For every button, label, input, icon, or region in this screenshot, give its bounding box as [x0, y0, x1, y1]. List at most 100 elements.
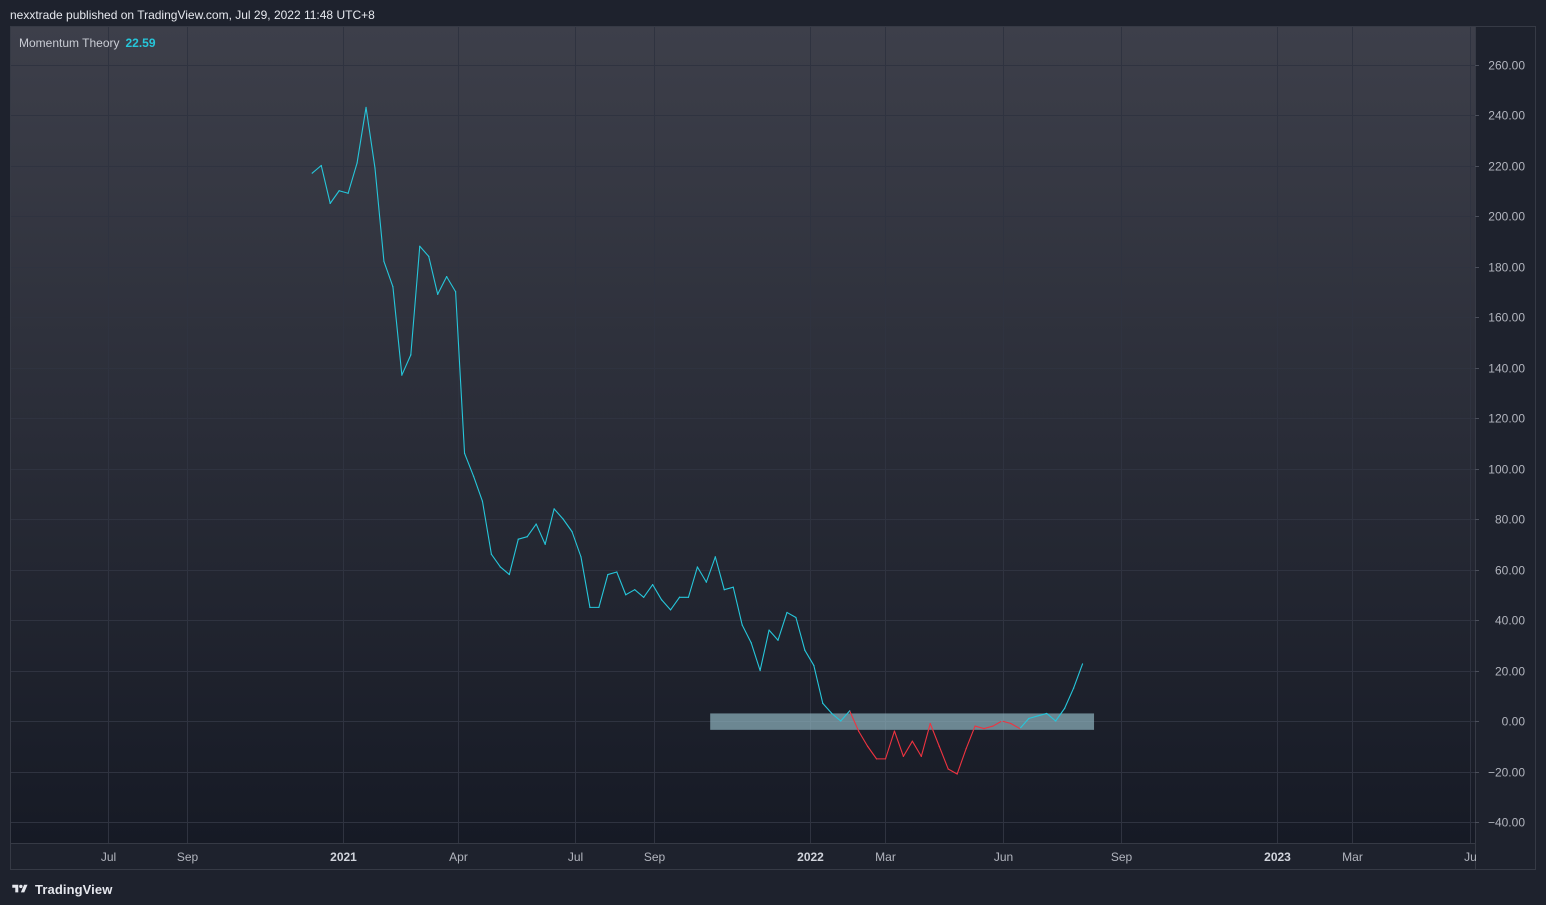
price-scale[interactable]: 260.00 240.00 220.00 200.00 180.00 160.00 140.… [1475, 59, 1525, 830]
momentum-point [598, 606, 600, 608]
momentum-point [947, 768, 949, 770]
momentum-line-segment [392, 286, 403, 376]
momentum-line-segment [446, 276, 457, 293]
momentum-point [490, 553, 493, 555]
momentum-point [1001, 720, 1003, 722]
momentum-point [893, 730, 896, 732]
momentum-line-segment [410, 245, 421, 356]
momentum-point [875, 758, 878, 760]
momentum-line-segment [956, 748, 967, 775]
momentum-line-segment [517, 536, 528, 540]
momentum-point [526, 536, 528, 538]
momentum-line-segment [849, 710, 860, 732]
momentum-point [410, 354, 412, 356]
momentum-point [311, 172, 313, 174]
momentum-line-segment [1028, 715, 1039, 720]
momentum-line-segment [365, 106, 376, 169]
momentum-point [1010, 722, 1012, 725]
momentum-line-segment [481, 500, 492, 555]
momentum-line-segment [526, 523, 537, 538]
x-tick-label: Jul [568, 850, 583, 864]
x-tick-label: 2021 [330, 850, 357, 864]
momentum-line-segment [992, 720, 1003, 727]
y-tick-label: 260.00 [1488, 59, 1525, 73]
momentum-point [768, 629, 770, 631]
tradingview-logo-icon[interactable] [10, 883, 30, 895]
momentum-line-segment [714, 556, 725, 591]
x-tick-label: Mar [875, 850, 896, 864]
momentum-point [920, 755, 922, 757]
y-tick-label: 240.00 [1488, 109, 1525, 123]
tradingview-brand[interactable]: TradingView [35, 881, 113, 897]
x-tick-label: Mar [1342, 850, 1363, 864]
indicator-legend[interactable]: Momentum Theory 22.59 [19, 36, 156, 50]
momentum-line-segment [822, 702, 833, 714]
momentum-point [1019, 727, 1021, 730]
momentum-point [625, 594, 627, 596]
momentum-line-segment [508, 538, 519, 576]
momentum-point [974, 725, 976, 727]
momentum-point [571, 531, 573, 533]
momentum-point [589, 606, 591, 608]
momentum-line-segment [553, 508, 564, 520]
momentum-point [329, 202, 331, 204]
time-scale[interactable]: Jul Sep 2021 Apr Jul Sep 2022 Mar Jun Sep 2023 Mar J… [101, 850, 1477, 864]
momentum-point [499, 566, 501, 568]
momentum-point [660, 599, 663, 601]
momentum-line-segment [329, 190, 340, 204]
momentum-line-segment [625, 589, 636, 596]
momentum-line-segment [338, 190, 349, 194]
momentum-point [553, 508, 555, 510]
momentum-line-segment [472, 475, 484, 502]
momentum-line-segment [795, 616, 806, 651]
momentum-line-segment [750, 642, 761, 672]
momentum-point [858, 730, 860, 732]
momentum-point [741, 624, 743, 626]
momentum-line-segment [983, 725, 994, 730]
momentum-point [750, 642, 752, 644]
x-tick-label: Apr [449, 850, 468, 864]
momentum-point [714, 556, 716, 558]
indicator-value: 22.59 [125, 36, 156, 50]
momentum-line-segment [320, 164, 331, 204]
indicator-name[interactable]: Momentum Theory [19, 36, 120, 50]
momentum-point [813, 664, 815, 667]
x-tick-label: Sep [177, 850, 199, 864]
momentum-line-segment [687, 566, 698, 598]
top-bar: nexxtrade published on TradingView.com, … [0, 0, 1546, 30]
momentum-line-segment [643, 584, 654, 598]
y-tick-label: −40.00 [1488, 816, 1525, 830]
momentum-point [580, 556, 582, 558]
momentum-point [956, 773, 958, 775]
momentum-point [401, 374, 403, 376]
momentum-point [786, 611, 788, 614]
momentum-line-segment [741, 624, 752, 644]
momentum-point [419, 245, 421, 247]
time-scale-background[interactable] [11, 843, 1475, 869]
momentum-point [383, 260, 385, 263]
momentum-line-segment [804, 649, 815, 667]
momentum-point [616, 571, 618, 573]
momentum-point [437, 293, 439, 295]
momentum-point [840, 720, 842, 722]
plot-background [11, 27, 1475, 843]
momentum-line-segment [884, 730, 895, 760]
y-tick-label: 20.00 [1495, 665, 1525, 679]
momentum-point [428, 255, 430, 257]
momentum-point [454, 291, 457, 293]
momentum-line-segment [455, 291, 466, 454]
momentum-point [777, 639, 779, 641]
momentum-line-segment [1073, 663, 1084, 689]
price-scale-background[interactable] [1475, 27, 1535, 869]
momentum-line-segment [562, 518, 573, 533]
chart-pane[interactable]: 260.00 240.00 220.00 200.00 180.00 160.00 140.… [10, 26, 1536, 870]
momentum-line-segment [965, 725, 976, 750]
momentum-line-segment [652, 584, 663, 601]
momentum-chart[interactable]: 260.00 240.00 220.00 200.00 180.00 160.00 140.… [11, 27, 1535, 869]
momentum-point [1037, 715, 1039, 717]
y-tick-label: 140.00 [1488, 362, 1525, 376]
momentum-point [607, 573, 609, 576]
momentum-line-segment [902, 740, 913, 757]
momentum-point [338, 190, 340, 192]
zero-band [710, 713, 1095, 730]
